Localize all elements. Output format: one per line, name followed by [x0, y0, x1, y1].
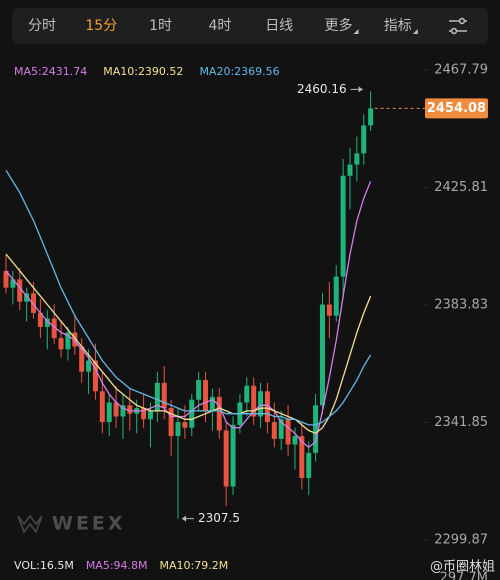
icon-knob: [450, 27, 458, 35]
price-tag: [425, 98, 488, 119]
candle-body: [326, 304, 332, 316]
high-label: 2460.16: [297, 82, 347, 96]
candle-body: [292, 436, 298, 445]
author-watermark: @币圈林姐: [430, 560, 495, 575]
volume-legend: VOL:16.5M: [14, 559, 74, 572]
tab[interactable]: 日线: [265, 18, 293, 34]
ma-line: [5, 253, 372, 435]
candle-body: [223, 430, 229, 487]
ma-legend: MA20:2369.56: [199, 65, 279, 78]
low-label: 2307.5: [198, 511, 240, 525]
price-tag-label: 2454.08: [427, 101, 486, 116]
candle-body: [368, 108, 374, 126]
candle-body: [196, 380, 202, 400]
candle-body: [92, 360, 98, 392]
candle-body: [10, 279, 16, 288]
candle-body: [72, 332, 78, 347]
candle-body: [230, 424, 236, 487]
candle-body: [203, 380, 209, 411]
candle-body: [37, 312, 43, 327]
y-tick-label: 2341.85: [434, 415, 488, 430]
candle-body: [347, 164, 353, 176]
brand-watermark: WEEX: [17, 513, 126, 535]
tab[interactable]: 更多: [325, 17, 353, 34]
ma-legend: MA10:2390.52: [103, 65, 183, 78]
tab-bar: [12, 8, 488, 44]
candle-body: [278, 419, 284, 439]
candle-body: [141, 408, 147, 420]
candle-body: [271, 422, 277, 439]
volume-legend: MA10:79.2M: [160, 559, 229, 572]
candle-body: [306, 452, 312, 479]
candle-body: [31, 293, 37, 313]
candle-body: [182, 422, 188, 428]
ma-line: [5, 181, 372, 449]
candle-body: [17, 279, 23, 302]
ma-legend: MA5:2431.74: [14, 65, 87, 78]
candle-body: [258, 391, 264, 417]
candle-body: [333, 276, 339, 316]
candle-body: [44, 318, 50, 327]
dropdown-corner: [412, 29, 418, 34]
candle-body: [79, 346, 85, 372]
candle-body: [147, 410, 153, 420]
candle-body: [319, 304, 325, 406]
tab[interactable]: 分时: [28, 18, 56, 34]
volume-legend: MA5:94.8M: [86, 559, 148, 572]
tab[interactable]: 4时: [208, 18, 231, 34]
candle-body: [51, 318, 57, 339]
settings-icon[interactable]: [449, 17, 467, 35]
brand-logo: [17, 514, 43, 534]
candle-body: [285, 419, 291, 445]
candle-body: [251, 385, 257, 417]
candle-body: [175, 422, 181, 437]
high-arrow-head: [358, 86, 363, 93]
candle-body: [264, 391, 270, 423]
candle-body: [168, 408, 174, 437]
icon-knob: [458, 17, 466, 25]
candle-body: [24, 293, 30, 302]
candle-body: [154, 382, 160, 411]
candle-body: [86, 360, 92, 372]
candle-body: [120, 405, 126, 417]
tabs: 分时 15分 1时 4时 日线 更多 指标: [28, 17, 418, 34]
candle-body: [99, 391, 105, 423]
tab[interactable]: 15分: [85, 18, 117, 34]
plot: 2467.79 2425.81 2383.83 2341.85 2299.87 MA5:2…: [3, 63, 488, 580]
candle-body: [216, 396, 222, 431]
candle-body: [3, 270, 9, 288]
tab[interactable]: 指标: [384, 18, 412, 34]
candle-body: [354, 153, 360, 165]
candle-body: [299, 436, 305, 479]
candle-body: [127, 405, 133, 414]
candle-body: [161, 382, 167, 409]
y-tick-label: 2383.83: [434, 298, 488, 313]
tab[interactable]: 1时: [149, 18, 172, 34]
candle-body: [313, 405, 319, 453]
candle-body: [65, 332, 71, 350]
candle-body: [244, 385, 250, 403]
candle-body: [209, 396, 215, 411]
y-tick-label: 2467.79: [434, 63, 488, 78]
candle-body: [58, 338, 64, 350]
ma-line: [5, 169, 372, 426]
volume-axis-label: 297.7M: [440, 571, 488, 580]
y-tick-label: 2425.81: [434, 180, 488, 195]
candle-body: [113, 402, 119, 417]
candle-body: [340, 175, 346, 277]
candle-body: [106, 402, 112, 423]
low-arrow-head: [182, 515, 186, 522]
candle-body: [361, 125, 367, 154]
candle-body: [189, 399, 195, 428]
y-tick-label: 2299.87: [434, 533, 488, 548]
dropdown-corner: [353, 29, 359, 34]
brand-text: WEEX: [52, 513, 126, 535]
